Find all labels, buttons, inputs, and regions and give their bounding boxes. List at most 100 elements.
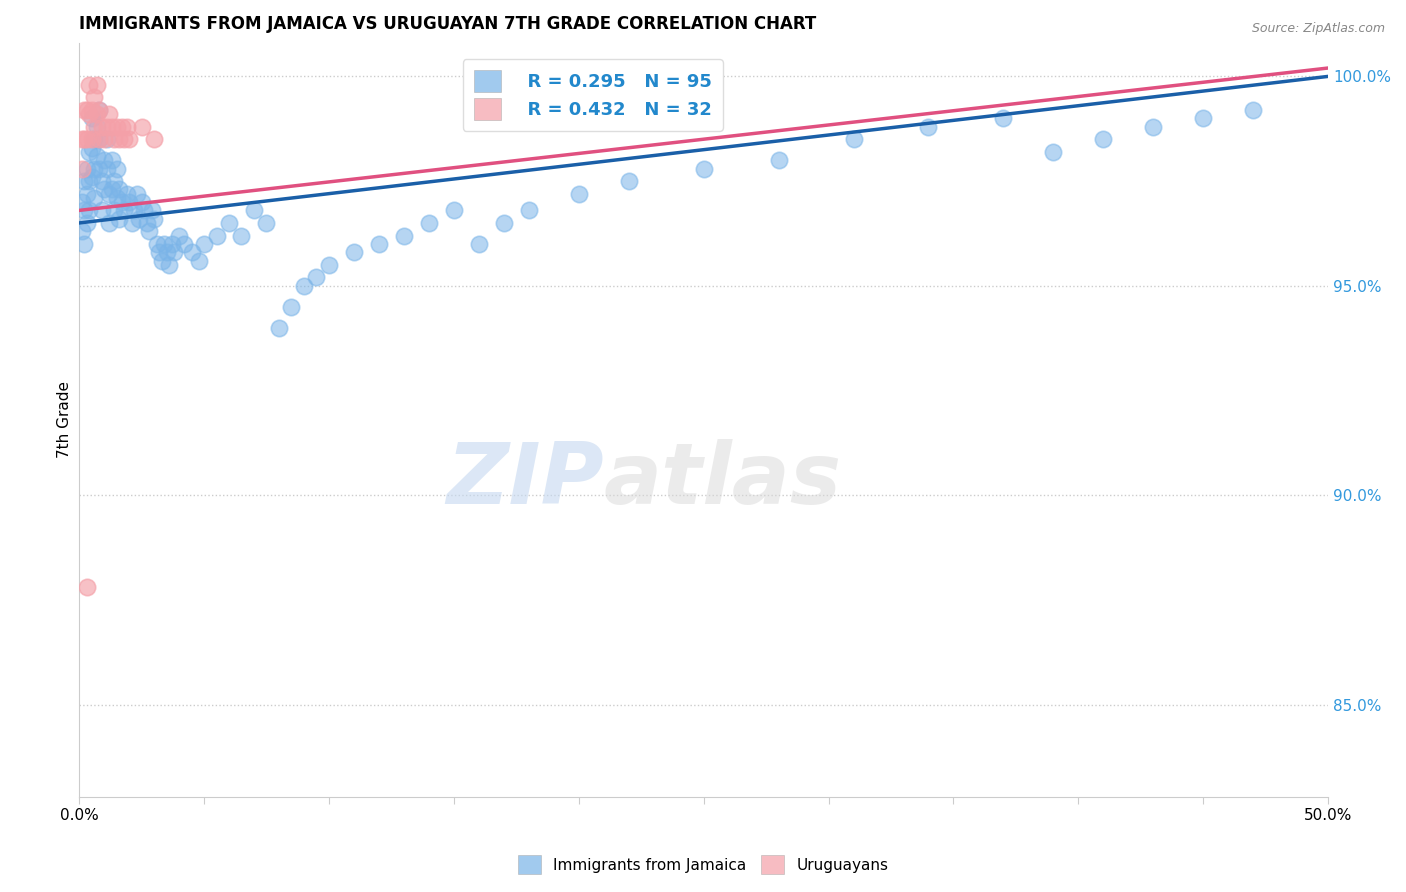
Point — [256, 216, 278, 230]
Point — [103, 203, 125, 218]
Point — [103, 174, 125, 188]
Point — [77, 145, 100, 159]
Text: IMMIGRANTS FROM JAMAICA VS URUGUAYAN 7TH GRADE CORRELATION CHART: IMMIGRANTS FROM JAMAICA VS URUGUAYAN 7TH… — [79, 15, 817, 33]
Point — [115, 186, 138, 201]
Point — [1042, 145, 1064, 159]
Point — [73, 203, 96, 218]
Point — [145, 236, 167, 251]
Point — [167, 228, 190, 243]
Point — [768, 153, 790, 168]
Point — [118, 194, 141, 209]
Point — [98, 107, 121, 121]
Point — [125, 186, 148, 201]
Point — [76, 161, 98, 176]
Point — [76, 580, 98, 594]
Point — [83, 132, 105, 146]
Point — [87, 132, 110, 146]
Point — [392, 228, 415, 243]
Point — [231, 228, 253, 243]
Y-axis label: 7th Grade: 7th Grade — [58, 381, 72, 458]
Point — [73, 132, 96, 146]
Point — [77, 174, 100, 188]
Point — [83, 90, 105, 104]
Point — [1142, 120, 1164, 134]
Point — [73, 103, 96, 117]
Point — [93, 182, 115, 196]
Text: ZIP: ZIP — [446, 439, 603, 522]
Point — [443, 203, 465, 218]
Point — [73, 174, 96, 188]
Point — [77, 107, 100, 121]
Point — [83, 161, 105, 176]
Point — [188, 253, 211, 268]
Point — [96, 132, 118, 146]
Point — [343, 245, 366, 260]
Point — [93, 132, 115, 146]
Point — [318, 258, 340, 272]
Point — [155, 245, 177, 260]
Point — [418, 216, 440, 230]
Point — [367, 236, 389, 251]
Point — [83, 120, 105, 134]
Point — [77, 78, 100, 92]
Point — [131, 120, 153, 134]
Point — [108, 132, 131, 146]
Point — [110, 194, 132, 209]
Point — [148, 245, 170, 260]
Point — [468, 78, 491, 92]
Point — [90, 174, 112, 188]
Point — [80, 169, 103, 184]
Point — [128, 211, 150, 226]
Point — [842, 132, 865, 146]
Point — [70, 194, 93, 209]
Legend:   R = 0.295   N = 95,   R = 0.432   N = 32: R = 0.295 N = 95, R = 0.432 N = 32 — [463, 60, 723, 130]
Point — [105, 161, 128, 176]
Point — [87, 161, 110, 176]
Point — [157, 258, 180, 272]
Point — [98, 186, 121, 201]
Point — [80, 132, 103, 146]
Point — [115, 120, 138, 134]
Point — [73, 236, 96, 251]
Point — [617, 174, 640, 188]
Point — [83, 191, 105, 205]
Point — [70, 132, 93, 146]
Point — [105, 191, 128, 205]
Point — [87, 103, 110, 117]
Point — [150, 253, 173, 268]
Point — [468, 236, 491, 251]
Point — [163, 245, 186, 260]
Point — [80, 103, 103, 117]
Point — [122, 203, 145, 218]
Legend: Immigrants from Jamaica, Uruguayans: Immigrants from Jamaica, Uruguayans — [512, 849, 894, 880]
Point — [121, 216, 143, 230]
Point — [267, 320, 290, 334]
Point — [70, 224, 93, 238]
Point — [76, 132, 98, 146]
Point — [110, 120, 132, 134]
Point — [80, 140, 103, 154]
Point — [292, 278, 315, 293]
Point — [1192, 112, 1215, 126]
Point — [112, 132, 135, 146]
Point — [100, 153, 122, 168]
Point — [1092, 132, 1115, 146]
Point — [131, 194, 153, 209]
Point — [138, 224, 160, 238]
Point — [86, 120, 108, 134]
Text: Source: ZipAtlas.com: Source: ZipAtlas.com — [1251, 22, 1385, 36]
Point — [86, 107, 108, 121]
Point — [112, 203, 135, 218]
Point — [1241, 103, 1264, 117]
Point — [86, 149, 108, 163]
Point — [160, 236, 183, 251]
Point — [143, 211, 166, 226]
Text: atlas: atlas — [603, 439, 842, 522]
Point — [993, 112, 1015, 126]
Point — [100, 120, 122, 134]
Point — [568, 186, 591, 201]
Point — [205, 228, 228, 243]
Point — [87, 103, 110, 117]
Point — [692, 161, 714, 176]
Point — [103, 132, 125, 146]
